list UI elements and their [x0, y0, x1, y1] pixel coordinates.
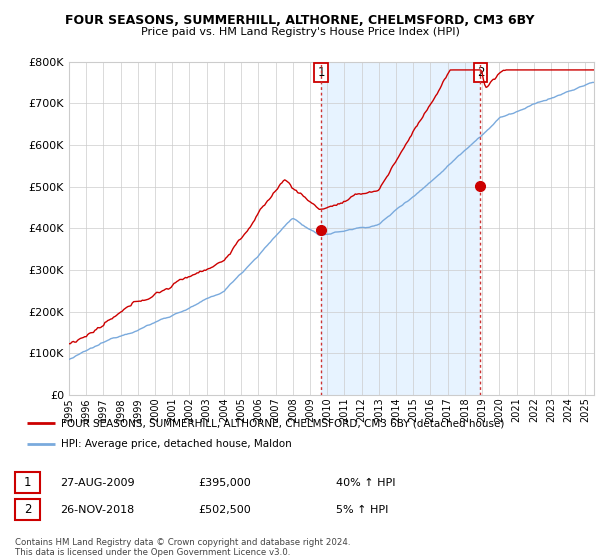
Text: Contains HM Land Registry data © Crown copyright and database right 2024.
This d: Contains HM Land Registry data © Crown c…	[15, 538, 350, 557]
Text: 26-NOV-2018: 26-NOV-2018	[60, 505, 134, 515]
Text: Price paid vs. HM Land Registry's House Price Index (HPI): Price paid vs. HM Land Registry's House …	[140, 27, 460, 37]
Text: 2: 2	[24, 503, 31, 516]
Text: HPI: Average price, detached house, Maldon: HPI: Average price, detached house, Mald…	[61, 440, 291, 450]
Bar	[321, 62, 481, 395]
Text: 2: 2	[476, 66, 484, 79]
Text: 5% ↑ HPI: 5% ↑ HPI	[336, 505, 388, 515]
Text: 27-AUG-2009: 27-AUG-2009	[60, 478, 134, 488]
Text: 1: 1	[317, 66, 325, 79]
Text: FOUR SEASONS, SUMMERHILL, ALTHORNE, CHELMSFORD, CM3 6BY (detached house): FOUR SEASONS, SUMMERHILL, ALTHORNE, CHEL…	[61, 418, 504, 428]
Text: £395,000: £395,000	[198, 478, 251, 488]
Text: £502,500: £502,500	[198, 505, 251, 515]
Text: 40% ↑ HPI: 40% ↑ HPI	[336, 478, 395, 488]
Text: 1: 1	[24, 476, 31, 489]
Text: FOUR SEASONS, SUMMERHILL, ALTHORNE, CHELMSFORD, CM3 6BY: FOUR SEASONS, SUMMERHILL, ALTHORNE, CHEL…	[65, 14, 535, 27]
